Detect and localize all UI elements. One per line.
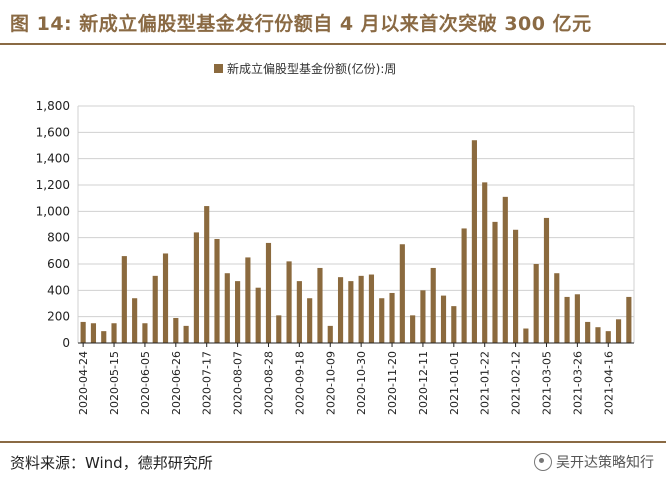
bar-2020-05-01 — [90, 323, 97, 343]
figure-header: 图 14: 新成立偏股型基金发行份额自 4 月以来首次突破 300 亿元 — [0, 0, 666, 45]
footer-divider — [0, 441, 666, 443]
bar-2020-12-04 — [410, 315, 416, 343]
bar-2020-09-18 — [296, 281, 302, 343]
watermark: 吴开达策略知行 — [534, 452, 654, 472]
y-tick-label: 200 — [47, 310, 70, 324]
x-tick-label: 2021-01-01 — [448, 351, 461, 415]
figure-title: 图 14: 新成立偏股型基金发行份额自 4 月以来首次突破 300 亿元 — [10, 13, 592, 35]
bar-2020-06-12 — [152, 275, 158, 343]
bar-2021-02-12 — [513, 229, 519, 343]
bar-2020-11-27 — [399, 244, 405, 343]
bar-2020-07-10 — [193, 232, 199, 343]
bar-2021-01-01 — [451, 306, 457, 343]
y-tick-label: 1,400 — [36, 152, 70, 166]
bar-2020-08-28 — [265, 242, 272, 343]
bar-2021-04-23 — [615, 319, 622, 343]
bar-2021-02-19 — [523, 328, 529, 343]
x-tick-label: 2021-01-22 — [479, 351, 492, 415]
bar-2020-11-13 — [379, 298, 385, 343]
bar-2021-04-02 — [585, 321, 591, 343]
bar-2021-03-19 — [564, 296, 570, 343]
bar-2021-03-26 — [574, 294, 580, 343]
bar-2021-02-05 — [502, 196, 508, 343]
bar-2020-07-24 — [214, 238, 220, 343]
bar-2020-07-31 — [224, 273, 230, 343]
bar-2020-10-09 — [327, 325, 333, 343]
bar-2020-10-16 — [337, 277, 344, 343]
x-tick-label: 2020-11-20 — [386, 351, 399, 415]
bar-2020-08-14 — [245, 257, 251, 343]
bar-2021-04-30 — [626, 296, 632, 343]
y-tick-label: 1,600 — [36, 125, 70, 139]
bar-series — [80, 140, 632, 343]
x-tick-label: 2020-12-11 — [417, 351, 430, 415]
y-tick-label: 600 — [47, 257, 70, 271]
bar-2021-04-16 — [605, 331, 611, 343]
bar-2021-01-29 — [492, 221, 498, 343]
bar-2020-06-26 — [173, 317, 179, 343]
y-tick-label: 400 — [47, 283, 70, 297]
bar-2021-02-26 — [533, 264, 539, 343]
bar-2020-11-20 — [389, 292, 395, 343]
x-tick-label: 2020-08-28 — [262, 351, 275, 415]
x-tick-label: 2020-05-15 — [108, 351, 121, 415]
bar-2021-03-12 — [554, 273, 560, 343]
x-axis: 2020-04-24 2020-05-15 2020-06-05 2020-06-26… — [77, 342, 634, 415]
bar-2020-10-02 — [317, 267, 323, 343]
legend-label: 新成立偏股型基金份额(亿份):周 — [227, 61, 396, 76]
bar-chart: 新成立偏股型基金份额(亿份):周 0 200 400 600 800 1,000 1,200… — [36, 61, 635, 415]
legend-swatch — [214, 64, 223, 73]
source-note: 资料来源：Wind，德邦研究所 — [10, 454, 213, 472]
x-tick-label: 2020-07-17 — [201, 351, 214, 415]
bar-2020-05-08 — [101, 331, 107, 343]
bar-2020-08-21 — [255, 287, 261, 343]
bar-2020-09-11 — [286, 261, 292, 343]
bar-2020-10-23 — [348, 281, 354, 343]
bar-2021-03-05 — [543, 217, 550, 343]
x-tick-label: 2020-08-07 — [232, 351, 245, 415]
bar-2020-11-06 — [368, 274, 375, 343]
bar-2020-04-24 — [80, 321, 86, 343]
x-tick-label: 2020-06-05 — [139, 351, 152, 415]
x-tick-label: 2020-10-30 — [355, 351, 368, 415]
x-tick-label: 2021-03-26 — [571, 351, 584, 415]
bar-2020-09-25 — [307, 298, 313, 343]
y-axis: 0 200 400 600 800 1,000 1,200 1,400 1,600 1,800 — [36, 99, 70, 350]
x-tick-label: 2020-06-26 — [170, 351, 183, 415]
title-divider — [0, 43, 666, 45]
bar-2020-05-22 — [121, 256, 127, 343]
grid-lines — [77, 105, 635, 344]
y-tick-label: 800 — [47, 231, 70, 245]
bar-2020-05-29 — [132, 298, 138, 343]
bar-2021-01-22 — [482, 182, 488, 343]
bar-2021-04-09 — [595, 327, 601, 343]
bar-2020-09-04 — [276, 315, 282, 343]
bar-2020-12-25 — [440, 295, 447, 343]
x-tick-label: 2020-04-24 — [77, 351, 90, 415]
x-tick-label: 2020-10-09 — [324, 351, 337, 415]
chart-legend: 新成立偏股型基金份额(亿份):周 — [214, 61, 396, 76]
wechat-logo-icon — [534, 453, 552, 471]
bar-2020-06-19 — [162, 253, 169, 343]
y-tick-label: 1,800 — [36, 99, 70, 113]
bar-2020-08-07 — [235, 281, 241, 343]
chart-area: 新成立偏股型基金份额(亿份):周 0 200 400 600 800 1,000 1,200… — [0, 48, 666, 440]
bar-2020-05-15 — [111, 323, 117, 343]
x-tick-label: 2021-03-05 — [540, 351, 553, 415]
bar-2021-01-15 — [471, 140, 477, 343]
bar-2020-12-11 — [420, 290, 426, 343]
y-tick-label: 0 — [62, 336, 70, 350]
bar-2020-07-03 — [183, 325, 189, 343]
x-tick-label: 2020-09-18 — [293, 351, 306, 415]
bar-2020-12-18 — [430, 267, 436, 343]
watermark-text: 吴开达策略知行 — [556, 455, 654, 471]
bar-2020-10-30 — [358, 275, 364, 343]
y-tick-label: 1,200 — [36, 178, 70, 192]
bar-2021-01-08 — [461, 228, 467, 343]
bar-2020-06-05 — [142, 323, 148, 343]
x-tick-label: 2021-04-16 — [602, 351, 615, 415]
x-tick-label: 2021-02-12 — [510, 351, 523, 415]
bar-2020-07-17 — [204, 206, 210, 343]
y-tick-label: 1,000 — [36, 204, 70, 218]
